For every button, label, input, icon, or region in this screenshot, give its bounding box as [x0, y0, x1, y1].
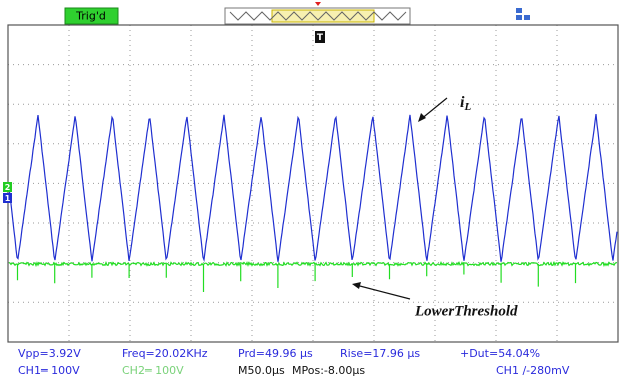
frequency: Freq=20.02KHz	[122, 347, 208, 360]
horizontal-position: MPos:-8.00µs	[292, 364, 365, 377]
oscilloscope-screen: Trig'd T 2 1 iL LowerThreshold Vpp=3.92V…	[0, 0, 644, 383]
ch2-setting: CH2═ 100V	[122, 364, 184, 377]
ch2-marker: 2	[5, 183, 11, 192]
trigger-marker: T	[317, 33, 324, 43]
current-subscript: L	[463, 101, 471, 113]
trigger-setting: CH1 ∕-280mV	[496, 364, 570, 377]
duty: +Dut=54.04%	[460, 347, 540, 360]
rise-time: Rise=17.96 µs	[340, 347, 420, 360]
vpp: Vpp=3.92V	[18, 347, 81, 360]
ch1-marker: 1	[5, 194, 11, 203]
timebase: M50.0µs	[238, 364, 285, 377]
status: Trig'd	[75, 10, 106, 23]
threshold-label: LowerThreshold	[414, 303, 518, 319]
background	[0, 0, 644, 383]
period: Prd=49.96 µs	[238, 347, 313, 360]
ch1-setting: CH1═ 100V	[18, 364, 80, 377]
